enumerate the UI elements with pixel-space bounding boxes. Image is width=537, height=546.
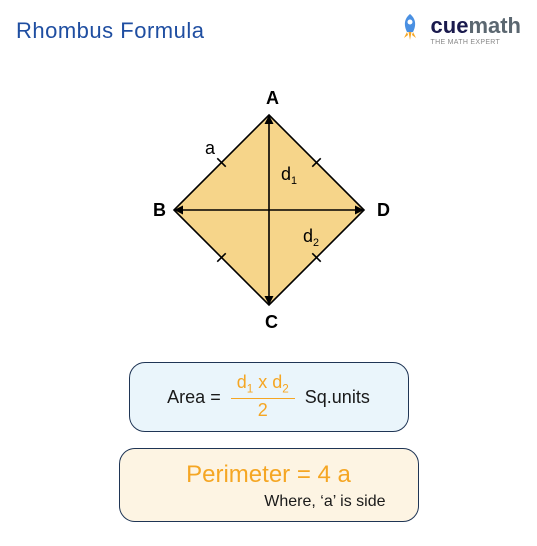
svg-text:A: A — [266, 88, 279, 108]
area-prefix: Area = — [167, 387, 221, 408]
svg-text:C: C — [265, 312, 278, 332]
logo-text: cuemath THE MATH EXPERT — [431, 15, 521, 46]
svg-text:B: B — [153, 200, 166, 220]
perimeter-sub: Where, ‘a’ is side — [142, 493, 396, 511]
title-text: Rhombus Formula — [16, 18, 204, 43]
perimeter-main: Perimeter = 4 a — [142, 461, 396, 489]
logo-brand-pre: cue — [431, 13, 469, 38]
area-numerator: d1 x d2 — [231, 373, 295, 398]
rocket-icon — [395, 12, 425, 49]
rocket-svg — [395, 12, 425, 42]
logo-tagline: THE MATH EXPERT — [431, 39, 521, 46]
diagram-svg: ABCDad1d2 — [139, 80, 399, 340]
rhombus-diagram: ABCDad1d2 — [139, 80, 399, 340]
brand-logo: cuemath THE MATH EXPERT — [395, 12, 521, 49]
perimeter-formula-box: Perimeter = 4 a Where, ‘a’ is side — [119, 448, 419, 522]
area-fraction: d1 x d2 2 — [231, 373, 295, 421]
area-suffix: Sq.units — [305, 387, 370, 408]
logo-brand: cuemath — [431, 15, 521, 37]
svg-text:D: D — [377, 200, 390, 220]
area-denominator: 2 — [231, 398, 295, 421]
logo-brand-post: math — [468, 13, 521, 38]
area-formula-box: Area = d1 x d2 2 Sq.units — [129, 362, 409, 432]
page-title: Rhombus Formula — [16, 18, 204, 44]
svg-text:a: a — [205, 138, 216, 158]
